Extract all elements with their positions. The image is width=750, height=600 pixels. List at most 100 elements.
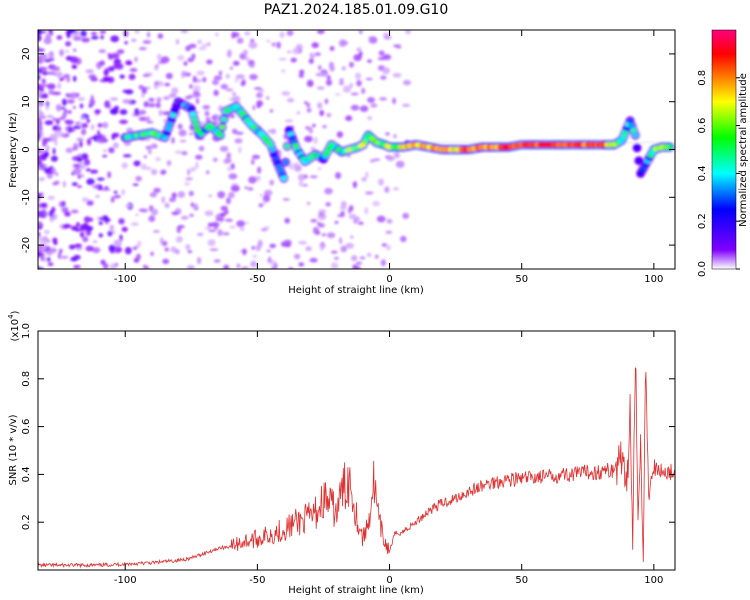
ridge-cell: [289, 135, 296, 141]
noise-cell: [113, 190, 118, 194]
noise-cell: [62, 200, 66, 207]
noise-cell: [107, 171, 112, 179]
noise-cell: [266, 39, 271, 43]
noise-cell: [274, 262, 278, 269]
noise-cell: [107, 66, 115, 72]
noise-cell: [185, 244, 191, 251]
noise-cell: [38, 34, 42, 42]
noise-cell: [96, 177, 105, 181]
noise-cell: [38, 90, 43, 97]
noise-cell: [359, 30, 363, 35]
noise-cell: [134, 244, 141, 248]
noise-cell: [43, 168, 49, 171]
noise-cell: [134, 30, 140, 34]
noise-cell: [276, 41, 281, 49]
noise-cell: [102, 262, 109, 269]
noise-cell: [290, 57, 297, 63]
noise-cell: [38, 232, 41, 237]
snr-x-axis-label: Height of straight line (km): [288, 585, 424, 596]
noise-cell: [119, 119, 128, 124]
noise-cell: [145, 145, 152, 150]
noise-cell: [38, 58, 44, 64]
noise-cell: [51, 206, 56, 213]
noise-cell: [240, 227, 245, 231]
noise-cell: [350, 104, 360, 111]
noise-cell: [346, 154, 352, 158]
noise-cell: [66, 32, 71, 39]
noise-cell: [79, 140, 83, 148]
noise-cell: [324, 187, 333, 195]
noise-cell: [254, 87, 263, 90]
noise-cell: [146, 116, 151, 123]
noise-cell: [356, 79, 362, 87]
noise-cell: [195, 154, 203, 160]
noise-cell: [385, 244, 392, 251]
noise-cell: [160, 237, 164, 245]
noise-cell: [225, 218, 234, 222]
noise-cell: [52, 91, 62, 96]
noise-cell: [405, 30, 411, 35]
noise-cell: [73, 48, 77, 52]
noise-cell: [171, 211, 179, 216]
noise-cell: [119, 109, 128, 115]
noise-cell: [326, 75, 331, 80]
noise-cell: [379, 97, 387, 101]
noise-cell: [182, 70, 187, 77]
noise-cell: [367, 97, 375, 103]
noise-cell: [309, 175, 318, 179]
snr-y-ticks: 0.2 0.4 0.6 0.8 1.0: [21, 323, 675, 530]
noise-cell: [269, 109, 273, 113]
noise-cell: [212, 79, 219, 85]
noise-cell: [61, 207, 69, 213]
noise-cell: [245, 221, 249, 225]
noise-cell: [187, 250, 193, 254]
noise-cell: [40, 156, 47, 161]
noise-cell: [367, 252, 372, 257]
noise-cell: [153, 230, 160, 233]
noise-cell: [247, 187, 254, 191]
ridge-cell: [161, 134, 169, 141]
noise-cell: [238, 146, 242, 154]
ridge-cell: [623, 125, 631, 132]
noise-cell: [46, 174, 54, 178]
noise-cell: [306, 102, 311, 108]
noise-cell: [340, 200, 347, 208]
noise-cell: [97, 139, 106, 144]
noise-cell: [155, 102, 161, 109]
noise-cell: [278, 57, 287, 61]
noise-cell: [336, 131, 344, 138]
noise-cell: [80, 116, 86, 121]
noise-cell: [298, 262, 305, 267]
noise-cell: [164, 82, 171, 87]
noise-cell: [66, 99, 75, 104]
noise-cell: [244, 31, 251, 36]
noise-cell: [38, 156, 42, 162]
noise-cell: [40, 255, 45, 261]
noise-cell: [400, 235, 407, 243]
noise-cell: [192, 84, 201, 92]
noise-cell: [97, 129, 101, 137]
noise-cell: [103, 69, 109, 76]
noise-cell: [90, 169, 99, 174]
noise-cell: [350, 235, 354, 239]
snr-y-tick-label: 0.6: [21, 419, 32, 435]
noise-cell: [298, 240, 308, 245]
noise-cell: [231, 31, 236, 39]
noise-cell: [236, 37, 244, 44]
noise-cell: [98, 49, 107, 54]
noise-cell: [147, 31, 150, 38]
noise-cell: [38, 30, 42, 36]
noise-cell: [85, 69, 94, 74]
noise-cell: [103, 149, 107, 153]
noise-cell: [284, 217, 291, 224]
noise-cell: [112, 132, 120, 138]
noise-cell: [340, 245, 347, 253]
snr-y-tick-label: 0.8: [21, 371, 32, 387]
svg-text:(x104): (x104): [7, 310, 21, 341]
noise-cell: [266, 96, 270, 100]
noise-cell: [65, 49, 70, 53]
noise-cell: [81, 174, 85, 178]
noise-cell: [86, 118, 91, 123]
noise-cell: [135, 213, 139, 217]
noise-cell: [365, 171, 369, 179]
